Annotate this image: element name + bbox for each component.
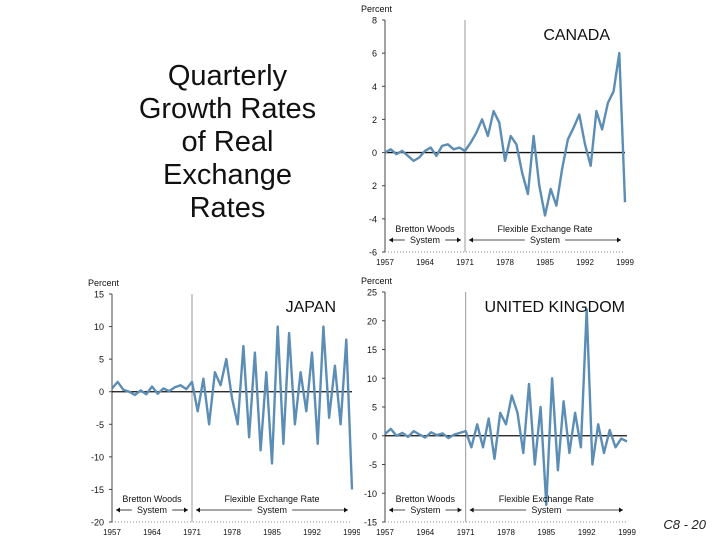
country-title: CANADA bbox=[543, 27, 610, 44]
y-tick-label: 6 bbox=[372, 49, 377, 59]
arrowhead-left bbox=[389, 237, 393, 243]
y-tick-label: -5 bbox=[96, 420, 104, 430]
arrowhead-right bbox=[617, 237, 621, 243]
y-axis-label: Percent bbox=[88, 278, 120, 288]
x-tick-label: 1964 bbox=[143, 528, 161, 537]
y-tick-label: 4 bbox=[372, 82, 377, 92]
y-tick-label: 5 bbox=[372, 403, 377, 413]
x-tick-label: 1985 bbox=[537, 528, 555, 537]
arrowhead-left bbox=[196, 507, 200, 513]
x-tick-label: 1992 bbox=[576, 258, 594, 267]
regime-label-line1: Bretton Woods bbox=[396, 494, 456, 504]
y-tick-label: 2 bbox=[372, 181, 377, 191]
regime-label-line1: Bretton Woods bbox=[395, 224, 455, 234]
y-tick-label: -20 bbox=[91, 518, 104, 528]
regime-label-line1: Flexible Exchange Rate bbox=[497, 224, 592, 234]
country-title: UNITED KINGDOM bbox=[485, 299, 625, 316]
x-tick-label: 1957 bbox=[376, 258, 394, 267]
x-tick-label: 1985 bbox=[536, 258, 554, 267]
x-tick-label: 1999 bbox=[618, 528, 636, 537]
regime-label-line1: Bretton Woods bbox=[122, 494, 182, 504]
y-tick-label: 20 bbox=[367, 316, 377, 326]
arrowhead-left bbox=[389, 507, 393, 513]
x-tick-label: 1999 bbox=[616, 258, 634, 267]
y-tick-label: -5 bbox=[369, 460, 377, 470]
arrowhead-left bbox=[469, 507, 474, 513]
series-line-0 bbox=[384, 308, 628, 506]
title-line-4: Exchange bbox=[163, 159, 292, 191]
y-tick-label: 5 bbox=[99, 355, 104, 365]
y-tick-label: 10 bbox=[94, 322, 104, 332]
y-axis-label: Percent bbox=[361, 276, 393, 286]
x-tick-label: 1957 bbox=[103, 528, 121, 537]
x-tick-label: 1957 bbox=[376, 528, 394, 537]
arrowhead-right bbox=[457, 507, 462, 513]
x-tick-label: 1971 bbox=[456, 258, 474, 267]
y-tick-label: -4 bbox=[369, 214, 377, 224]
x-tick-label: 1978 bbox=[223, 528, 241, 537]
regime-label-line2: System bbox=[410, 505, 440, 515]
title-line-3: of Real bbox=[181, 126, 274, 158]
arrowhead-right bbox=[344, 507, 348, 513]
y-tick-label: 0 bbox=[99, 387, 104, 397]
x-tick-label: 1964 bbox=[416, 528, 434, 537]
y-tick-label: 25 bbox=[367, 288, 377, 298]
title-line-2: Growth Rates bbox=[138, 93, 317, 125]
x-tick-label: 1992 bbox=[578, 528, 596, 537]
arrowhead-left bbox=[116, 507, 120, 513]
y-tick-label: -6 bbox=[369, 248, 377, 258]
x-tick-label: 1985 bbox=[263, 528, 281, 537]
y-tick-label: 15 bbox=[94, 290, 104, 300]
slide-title: Quarterly Growth Rates of Real Exchange … bbox=[110, 60, 345, 225]
x-tick-label: 1978 bbox=[496, 258, 514, 267]
arrowhead-right bbox=[619, 507, 623, 513]
series-line-0 bbox=[111, 325, 354, 490]
regime-label-line2: System bbox=[137, 505, 167, 515]
regime-label-line1: Flexible Exchange Rate bbox=[499, 494, 594, 504]
country-title: JAPAN bbox=[286, 299, 336, 316]
y-tick-label: 15 bbox=[367, 345, 377, 355]
arrowhead-right bbox=[457, 237, 461, 243]
title-line-1: Quarterly bbox=[167, 60, 288, 92]
x-tick-label: 1978 bbox=[497, 528, 515, 537]
regime-label-line2: System bbox=[531, 505, 561, 515]
series-line-0 bbox=[384, 51, 627, 217]
y-tick-label: -15 bbox=[364, 518, 377, 528]
x-tick-label: 1999 bbox=[343, 528, 360, 537]
x-tick-label: 1992 bbox=[303, 528, 321, 537]
title-line-5: Rates bbox=[189, 192, 266, 224]
regime-label-line2: System bbox=[257, 505, 287, 515]
regime-label-line1: Flexible Exchange Rate bbox=[224, 494, 319, 504]
regime-label-line2: System bbox=[410, 235, 440, 245]
y-tick-label: -10 bbox=[91, 452, 104, 462]
arrowhead-left bbox=[469, 237, 473, 243]
y-tick-label: -15 bbox=[91, 485, 104, 495]
y-tick-label: 10 bbox=[367, 374, 377, 384]
x-tick-label: 1971 bbox=[457, 528, 475, 537]
x-tick-label: 1964 bbox=[416, 258, 434, 267]
x-tick-label: 1971 bbox=[183, 528, 201, 537]
y-tick-label: 0 bbox=[372, 431, 377, 441]
y-axis-label: Percent bbox=[361, 4, 393, 14]
y-tick-label: -10 bbox=[364, 489, 377, 499]
y-tick-label: 0 bbox=[372, 148, 377, 158]
slide-number: C8 - 20 bbox=[663, 517, 706, 532]
regime-label-line2: System bbox=[530, 235, 560, 245]
arrowhead-right bbox=[184, 507, 188, 513]
y-tick-label: 8 bbox=[372, 16, 377, 26]
y-tick-label: 2 bbox=[372, 115, 377, 125]
